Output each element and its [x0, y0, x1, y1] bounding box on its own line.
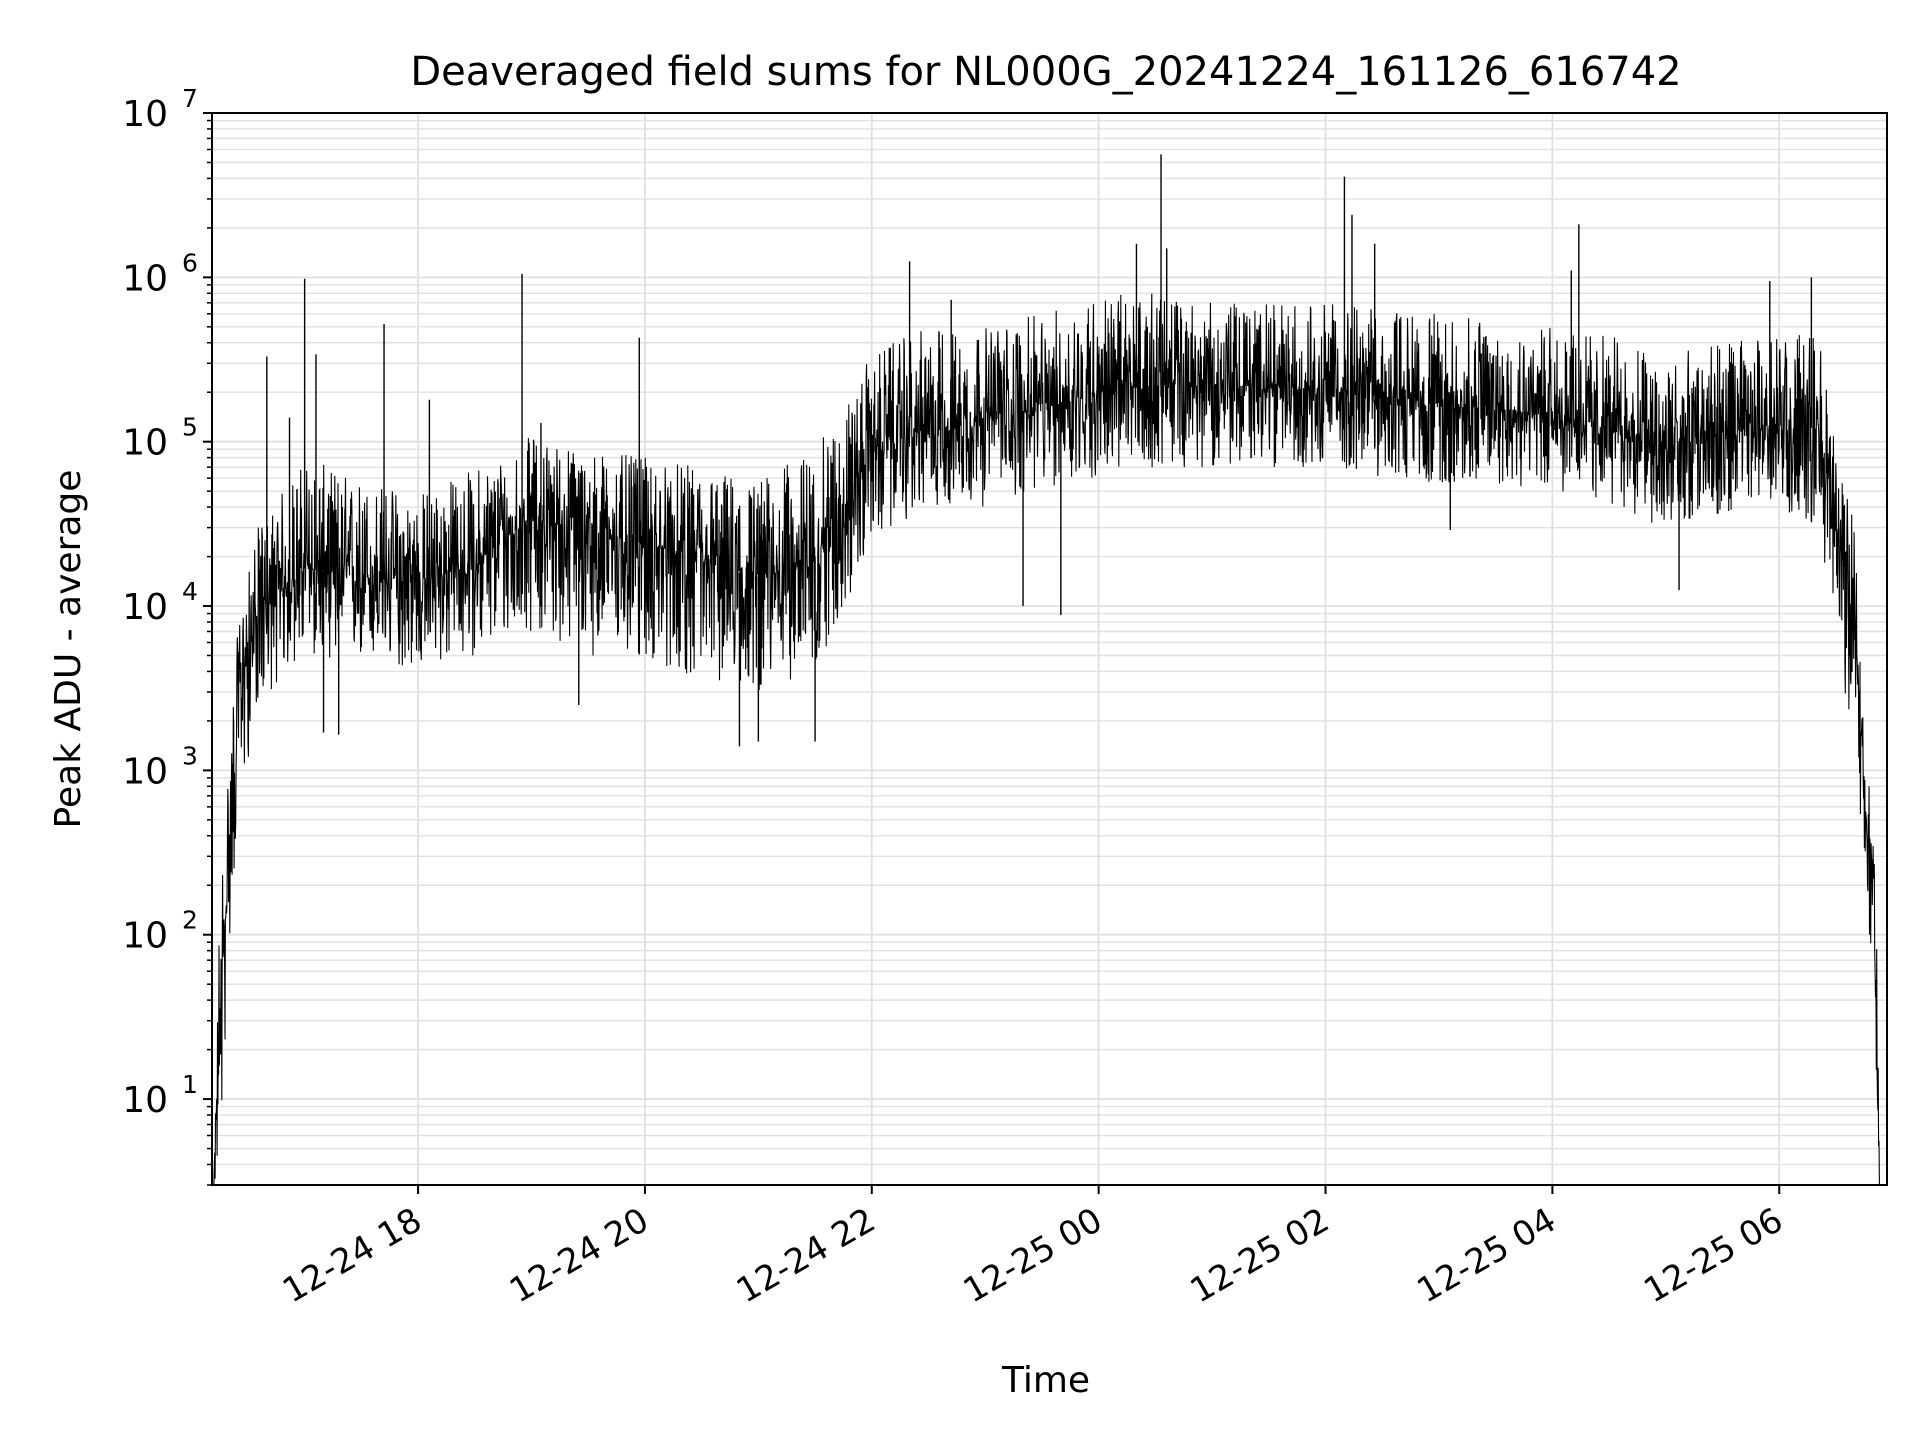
y-tick-label-base: 10 [122, 751, 168, 792]
grid [212, 112, 1887, 1186]
y-tick-label: 10 [122, 1080, 168, 1121]
y-tick-label-base: 10 [122, 1080, 168, 1121]
y-tick-label: 10 [122, 94, 168, 135]
plot-frame [211, 112, 1888, 1186]
y-tick-label: 10 [122, 258, 168, 299]
y-tick-label-exponent: 1 [182, 1070, 198, 1099]
y-tick-label-exponent: 2 [182, 906, 198, 935]
y-tick-label-base: 10 [122, 587, 168, 628]
y-tick-label: 10 [122, 587, 168, 628]
y-tick-label-base: 10 [122, 258, 168, 299]
y-tick-label-base: 10 [122, 423, 168, 464]
series-line [213, 293, 1880, 1185]
series-layer [213, 154, 1880, 1185]
y-tick-label-exponent: 4 [182, 577, 198, 606]
y-tick-label-base: 10 [122, 94, 168, 135]
y-tick-label-exponent: 7 [182, 84, 198, 113]
y-tick-label-exponent: 6 [182, 248, 198, 277]
y-axis-label: Peak ADU - average [48, 470, 89, 829]
tick-marks [203, 112, 1781, 1194]
x-axis-label: Time [1001, 1360, 1090, 1401]
y-tick-label-exponent: 5 [182, 413, 198, 442]
y-tick-label: 10 [122, 751, 168, 792]
y-tick-label: 10 [122, 423, 168, 464]
chart-title: Deaveraged field sums for NL000G_2024122… [410, 49, 1681, 95]
y-tick-label: 10 [122, 916, 168, 957]
y-tick-label-exponent: 3 [182, 741, 198, 770]
y-tick-label-base: 10 [122, 916, 168, 957]
